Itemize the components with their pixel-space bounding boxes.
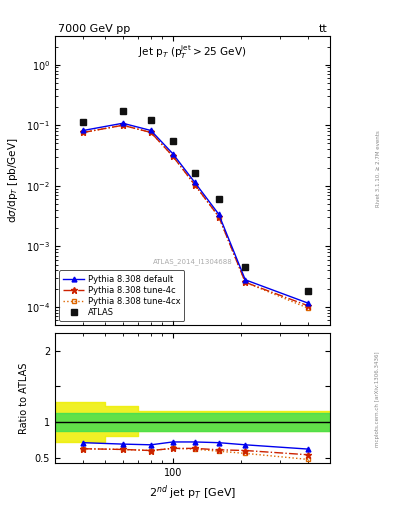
- Pythia 8.308 tune-4cx: [171, 153, 175, 159]
- Pythia 8.308 tune-4c: [192, 181, 197, 187]
- Legend: Pythia 8.308 default, Pythia 8.308 tune-4c, Pythia 8.308 tune-4cx, ATLAS: Pythia 8.308 default, Pythia 8.308 tune-…: [59, 270, 184, 321]
- ATLAS: [243, 264, 248, 270]
- Pythia 8.308 default: [120, 120, 125, 126]
- Y-axis label: d$\sigma$/dp$_T$ [pb/GeV]: d$\sigma$/dp$_T$ [pb/GeV]: [6, 138, 20, 223]
- Pythia 8.308 tune-4cx: [306, 305, 310, 311]
- Pythia 8.308 default: [216, 211, 221, 217]
- Pythia 8.308 default: [149, 127, 153, 134]
- Pythia 8.308 tune-4cx: [192, 181, 197, 187]
- ATLAS: [306, 288, 310, 294]
- Line: Pythia 8.308 tune-4cx: Pythia 8.308 tune-4cx: [81, 123, 311, 311]
- Pythia 8.308 default: [243, 277, 248, 283]
- ATLAS: [149, 117, 153, 123]
- Pythia 8.308 tune-4c: [171, 153, 175, 159]
- Pythia 8.308 tune-4cx: [243, 279, 248, 285]
- Line: Pythia 8.308 default: Pythia 8.308 default: [81, 121, 311, 306]
- ATLAS: [81, 118, 86, 124]
- Pythia 8.308 tune-4cx: [149, 130, 153, 136]
- Text: Jet p$_T$ (p$_T^{\rm jet}$$>$25 GeV): Jet p$_T$ (p$_T^{\rm jet}$$>$25 GeV): [138, 43, 247, 61]
- Pythia 8.308 tune-4cx: [120, 122, 125, 129]
- Pythia 8.308 tune-4c: [216, 214, 221, 220]
- Text: tt: tt: [319, 25, 327, 34]
- Y-axis label: Ratio to ATLAS: Ratio to ATLAS: [19, 362, 29, 434]
- ATLAS: [120, 108, 125, 114]
- Text: mcplots.cern.ch [arXiv:1306.3436]: mcplots.cern.ch [arXiv:1306.3436]: [375, 352, 380, 447]
- Pythia 8.308 tune-4c: [243, 279, 248, 285]
- Text: 7000 GeV pp: 7000 GeV pp: [58, 25, 130, 34]
- ATLAS: [192, 170, 197, 177]
- Pythia 8.308 tune-4c: [306, 303, 310, 309]
- Line: ATLAS: ATLAS: [80, 108, 311, 294]
- Text: ATLAS_2014_I1304688: ATLAS_2014_I1304688: [153, 258, 232, 265]
- X-axis label: 2$^{nd}$ jet p$_T$ [GeV]: 2$^{nd}$ jet p$_T$ [GeV]: [149, 484, 236, 502]
- ATLAS: [171, 138, 175, 144]
- Pythia 8.308 tune-4c: [81, 130, 86, 136]
- Pythia 8.308 default: [171, 151, 175, 157]
- Pythia 8.308 tune-4c: [120, 122, 125, 129]
- Pythia 8.308 default: [192, 179, 197, 185]
- Text: Rivet 3.1.10, ≥ 2.7M events: Rivet 3.1.10, ≥ 2.7M events: [375, 131, 380, 207]
- ATLAS: [216, 196, 221, 202]
- Pythia 8.308 tune-4cx: [81, 130, 86, 136]
- Pythia 8.308 default: [306, 300, 310, 306]
- Pythia 8.308 tune-4c: [149, 130, 153, 136]
- Line: Pythia 8.308 tune-4c: Pythia 8.308 tune-4c: [80, 122, 312, 309]
- Pythia 8.308 default: [81, 127, 86, 134]
- Pythia 8.308 tune-4cx: [216, 214, 221, 220]
